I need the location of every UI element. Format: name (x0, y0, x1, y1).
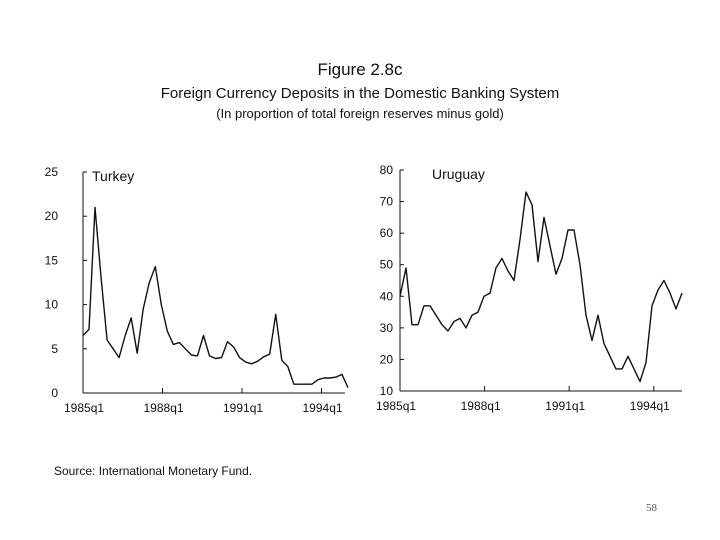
turkey-y-tick-label: 5 (51, 342, 58, 356)
figure-subtitle: Foreign Currency Deposits in the Domesti… (160, 85, 560, 102)
turkey-y-tick-label: 10 (45, 298, 59, 312)
uruguay-y-tick-label: 30 (380, 321, 394, 335)
uruguay-y-tick-label: 10 (380, 384, 394, 398)
turkey-y-tick-label: 20 (45, 209, 59, 223)
turkey-x-tick-label: 1991q1 (223, 401, 263, 415)
turkey-panel: 0 5 10 15 20 25 1985q1 1988q1 1991q1 1994q1 Turkey (45, 165, 349, 415)
turkey-y-tick-label: 15 (45, 253, 59, 267)
uruguay-x-tick-label: 1994q1 (630, 399, 670, 413)
uruguay-x-tick-label: 1988q1 (461, 399, 501, 413)
uruguay-series-label: Uruguay (432, 166, 485, 182)
figure-title: Figure 2.8c (317, 60, 403, 79)
uruguay-series-line (399, 191, 683, 383)
source-note: Source: International Monetary Fund. (54, 464, 253, 478)
uruguay-y-tick-label: 60 (380, 226, 394, 240)
uruguay-x-tick-label: 1991q1 (545, 399, 585, 413)
page-number: 58 (646, 502, 657, 514)
turkey-y-tick-label: 25 (45, 165, 59, 179)
uruguay-x-tick-label: 1985q1 (376, 399, 416, 413)
turkey-series-line (82, 206, 349, 388)
turkey-x-tick-label: 1985q1 (64, 401, 104, 415)
uruguay-y-tick-label: 80 (380, 163, 394, 177)
uruguay-y-tick-label: 20 (380, 352, 394, 366)
figure-note: (In proportion of total foreign reserves… (216, 106, 504, 121)
uruguay-panel: 10 20 30 40 50 60 70 80 1985q1 1988q1 1991q1 1994q1… (376, 163, 683, 413)
turkey-x-tick-label: 1988q1 (144, 401, 184, 415)
turkey-x-tick-label: 1994q1 (303, 401, 343, 415)
uruguay-y-tick-label: 70 (380, 195, 394, 209)
turkey-y-tick-label: 0 (51, 386, 58, 400)
uruguay-y-tick-label: 50 (380, 258, 394, 272)
turkey-series-label: Turkey (92, 168, 134, 184)
uruguay-y-tick-label: 40 (380, 289, 394, 303)
